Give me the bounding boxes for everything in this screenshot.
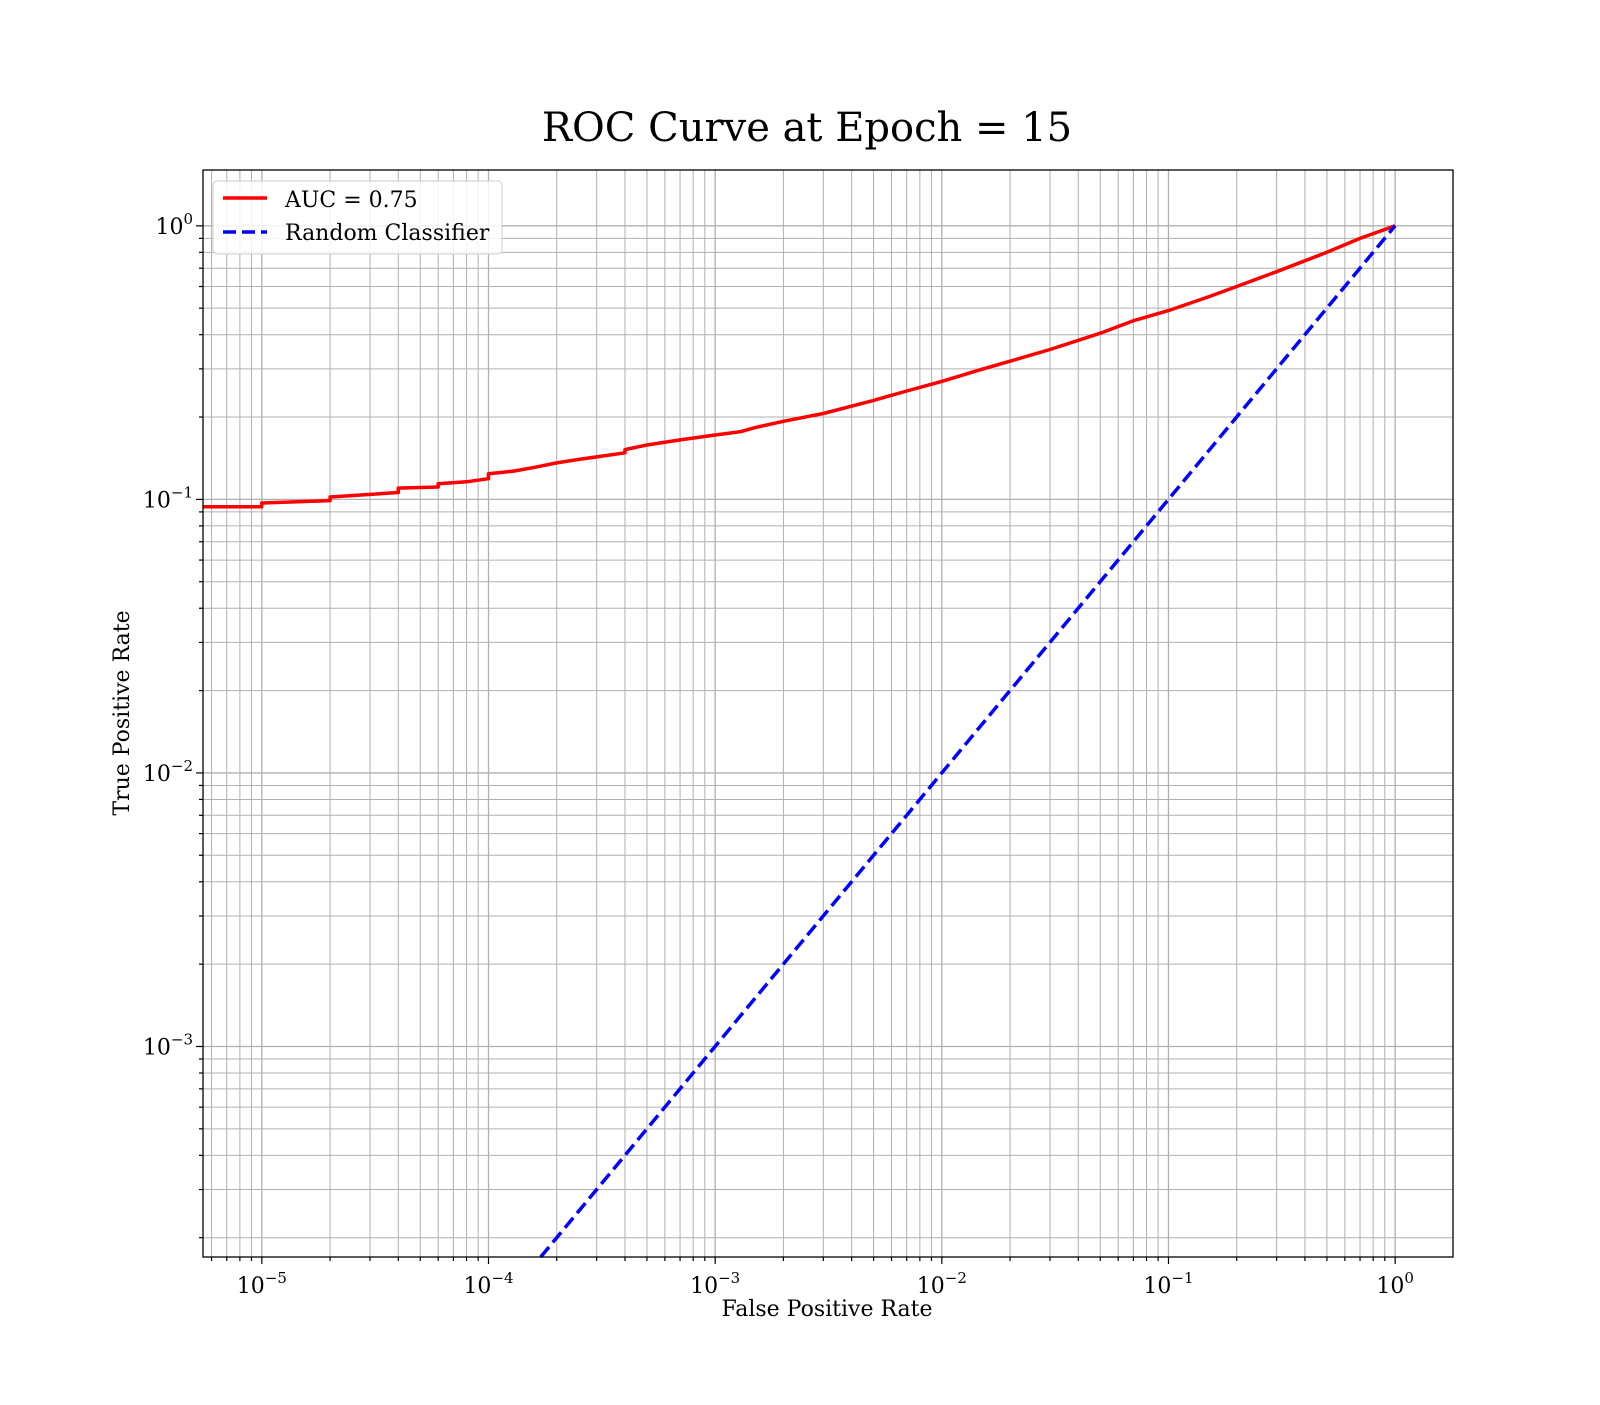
x-tick-label: 10−4 [463, 1269, 513, 1299]
series-layer [203, 224, 1397, 1259]
x-tick-label: 10−2 [917, 1269, 967, 1299]
ticks: 10−5 10−4 10−3 10−2 10−1 100 10−3 10−2 10−1 100 [143, 210, 1414, 1299]
y-tick-label: 10−2 [143, 757, 193, 787]
y-tick-label: 10−3 [143, 1030, 193, 1060]
legend-box [212, 180, 503, 255]
legend: AUC = 0.75 Random Classifier [212, 180, 503, 255]
y-tick-label: 10−1 [143, 483, 193, 513]
random-classifier-line [539, 224, 1397, 1259]
x-tick-label: 10−3 [690, 1269, 740, 1299]
y-tick-label: 100 [155, 210, 193, 240]
x-tick-label: 10−5 [237, 1269, 287, 1299]
chart-title: ROC Curve at Epoch = 15 [542, 105, 1072, 151]
x-tick-label: 100 [1376, 1269, 1414, 1299]
y-axis-label: True Positive Rate [110, 610, 135, 815]
plot-area-frame [202, 169, 1454, 1258]
roc-curve-line [203, 224, 1396, 509]
legend-label-auc: AUC = 0.75 [284, 188, 418, 213]
grid [203, 170, 1453, 1257]
x-tick-label: 10−1 [1143, 1269, 1193, 1299]
x-axis-label: False Positive Rate [721, 1297, 932, 1322]
legend-label-random-classifier: Random Classifier [285, 221, 490, 246]
